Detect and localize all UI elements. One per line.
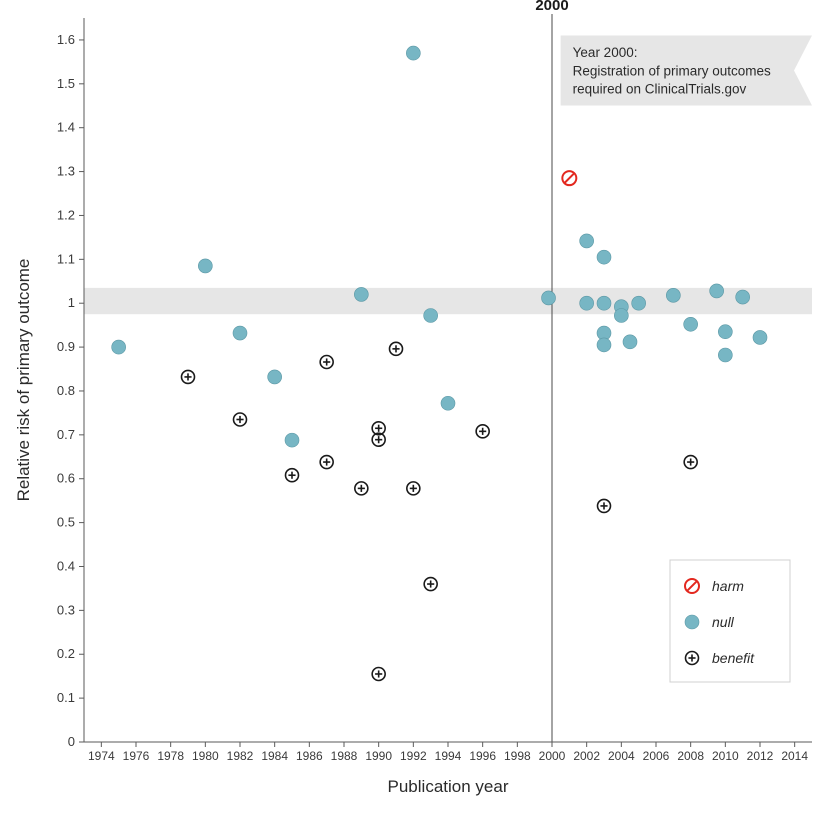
point-null bbox=[718, 325, 732, 339]
null-effect-band bbox=[84, 288, 812, 314]
x-axis-label: Publication year bbox=[388, 777, 509, 796]
y-tick-label: 0.2 bbox=[57, 646, 75, 661]
x-tick-label: 2004 bbox=[608, 749, 635, 763]
point-benefit bbox=[684, 456, 697, 469]
x-tick-label: 1986 bbox=[296, 749, 323, 763]
point-null bbox=[542, 291, 556, 305]
point-benefit bbox=[355, 482, 368, 495]
point-null bbox=[112, 340, 126, 354]
point-benefit bbox=[320, 356, 333, 369]
y-tick-label: 0.8 bbox=[57, 383, 75, 398]
point-null bbox=[736, 290, 750, 304]
point-harm bbox=[562, 171, 576, 185]
x-tick-label: 2014 bbox=[781, 749, 808, 763]
point-benefit bbox=[686, 652, 699, 665]
point-null bbox=[597, 338, 611, 352]
x-tick-label: 1988 bbox=[331, 749, 358, 763]
series-harm bbox=[562, 171, 576, 185]
point-benefit bbox=[286, 469, 299, 482]
y-tick-label: 0.1 bbox=[57, 690, 75, 705]
point-benefit bbox=[424, 578, 437, 591]
point-null bbox=[285, 433, 299, 447]
point-benefit bbox=[372, 433, 385, 446]
point-null bbox=[597, 250, 611, 264]
y-tick-label: 1.4 bbox=[57, 120, 75, 135]
point-null bbox=[753, 330, 767, 344]
x-tick-label: 1984 bbox=[261, 749, 288, 763]
x-tick-label: 1990 bbox=[365, 749, 392, 763]
x-tick-label: 2006 bbox=[643, 749, 670, 763]
point-null bbox=[623, 335, 637, 349]
x-tick-label: 1996 bbox=[469, 749, 496, 763]
point-benefit bbox=[476, 425, 489, 438]
y-axis-label: Relative risk of primary outcome bbox=[14, 259, 33, 502]
x-tick-label: 1998 bbox=[504, 749, 531, 763]
point-null bbox=[718, 348, 732, 362]
x-tick-label: 1982 bbox=[227, 749, 254, 763]
point-benefit bbox=[407, 482, 420, 495]
point-null bbox=[233, 326, 247, 340]
y-tick-label: 0.9 bbox=[57, 339, 75, 354]
point-null bbox=[597, 296, 611, 310]
y-tick-label: 0.5 bbox=[57, 515, 75, 530]
point-null bbox=[424, 308, 438, 322]
legend: harm null benefit bbox=[670, 560, 790, 682]
point-null bbox=[268, 370, 282, 384]
legend-label: harm bbox=[712, 578, 744, 594]
y-tick-label: 1.5 bbox=[57, 76, 75, 91]
x-tick-label: 2000 bbox=[539, 749, 566, 763]
legend-label: benefit bbox=[712, 650, 755, 666]
x-tick-label: 2010 bbox=[712, 749, 739, 763]
point-benefit bbox=[598, 499, 611, 512]
x-tick-label: 1974 bbox=[88, 749, 115, 763]
x-tick-label: 2002 bbox=[573, 749, 600, 763]
y-tick-label: 1.6 bbox=[57, 32, 75, 47]
point-benefit bbox=[372, 667, 385, 680]
annotation-flag-text: Year 2000: bbox=[573, 45, 638, 60]
x-tick-label: 2012 bbox=[747, 749, 774, 763]
y-tick-label: 1.3 bbox=[57, 164, 75, 179]
point-benefit bbox=[390, 342, 403, 355]
series-benefit bbox=[182, 342, 698, 680]
y-tick-label: 0.7 bbox=[57, 427, 75, 442]
series-null bbox=[112, 46, 767, 447]
point-null bbox=[685, 615, 699, 629]
point-null bbox=[684, 317, 698, 331]
x-tick-label: 1980 bbox=[192, 749, 219, 763]
y-tick-label: 0 bbox=[68, 734, 75, 749]
point-null bbox=[441, 396, 455, 410]
point-null bbox=[198, 259, 212, 273]
point-benefit bbox=[234, 413, 247, 426]
scatter-chart: 2000 Year 2000: Registration of primary ou… bbox=[0, 0, 822, 814]
legend-label: null bbox=[712, 614, 735, 630]
point-null bbox=[614, 308, 628, 322]
point-benefit bbox=[320, 456, 333, 469]
y-tick-label: 1.1 bbox=[57, 251, 75, 266]
y-tick-label: 0.3 bbox=[57, 602, 75, 617]
x-tick-label: 1976 bbox=[123, 749, 150, 763]
x-tick-label: 1978 bbox=[157, 749, 184, 763]
point-null bbox=[580, 296, 594, 310]
point-null bbox=[406, 46, 420, 60]
y-tick-label: 0.4 bbox=[57, 558, 75, 573]
point-null bbox=[580, 234, 594, 248]
year-2000-label: 2000 bbox=[535, 0, 568, 14]
point-null bbox=[666, 288, 680, 302]
y-tick-label: 1 bbox=[68, 295, 75, 310]
x-tick-label: 2008 bbox=[677, 749, 704, 763]
annotation-flag-text: Registration of primary outcomes bbox=[573, 63, 771, 78]
x-tick-label: 1992 bbox=[400, 749, 427, 763]
y-tick-label: 1.2 bbox=[57, 207, 75, 222]
x-tick-label: 1994 bbox=[435, 749, 462, 763]
point-null bbox=[354, 287, 368, 301]
annotation-flag-text: required on ClinicalTrials.gov bbox=[573, 82, 747, 97]
y-tick-label: 0.6 bbox=[57, 471, 75, 486]
point-benefit bbox=[182, 370, 195, 383]
point-null bbox=[632, 296, 646, 310]
point-null bbox=[710, 284, 724, 298]
